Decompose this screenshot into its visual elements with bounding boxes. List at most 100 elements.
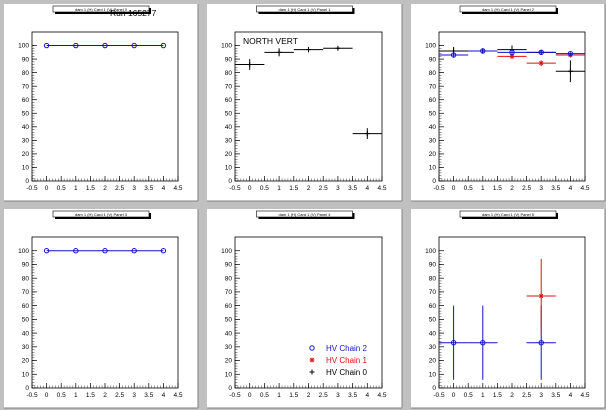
series-2 xyxy=(439,48,585,58)
y-tick-label: 30 xyxy=(429,138,437,145)
y-tick-label: 100 xyxy=(221,248,232,255)
y-tick-label: 0 xyxy=(228,178,232,185)
y-tick-label: 30 xyxy=(429,344,437,351)
x-tick-label: -0.5 xyxy=(229,185,241,192)
y-tick-label: 80 xyxy=(22,275,30,282)
x-tick-label: 4.5 xyxy=(173,185,182,192)
x-tick-label: 4 xyxy=(569,392,573,399)
x-tick-label: 0.5 xyxy=(464,185,473,192)
data-point-circle xyxy=(450,52,457,58)
x-tick-label: 1 xyxy=(481,185,485,192)
data-point-circle xyxy=(43,248,50,254)
x-tick-label: 4.5 xyxy=(377,392,386,399)
x-tick-label: -0.5 xyxy=(26,185,38,192)
x-tick-label: 4.5 xyxy=(580,185,589,192)
y-tick-label: 100 xyxy=(221,43,232,50)
y-tick-label: 100 xyxy=(425,43,436,50)
x-tick-label: 3.5 xyxy=(551,185,560,192)
data-point-circle xyxy=(309,345,315,351)
x-tick-label: 2.5 xyxy=(522,185,531,192)
y-tick-label: 50 xyxy=(225,110,233,117)
y-tick-label: 90 xyxy=(429,262,437,269)
y-tick-label: 30 xyxy=(22,344,30,351)
y-tick-label: 50 xyxy=(429,110,437,117)
data-point-star xyxy=(538,293,544,299)
chart-pad-2: dam 1 (H) Card 1 (V) Panel 2-0.5 0 0.5 1 1.5… xyxy=(411,4,606,202)
series-1 xyxy=(497,52,585,66)
x-tick-label: 3 xyxy=(336,392,340,399)
y-tick-label: 80 xyxy=(225,70,233,77)
data-point-cross xyxy=(306,47,311,53)
series-1 xyxy=(526,258,556,334)
chart-pad-4: dam 1 (H) Card 1 (V) Panel 4-0.5 0 0.5 1 1.5… xyxy=(207,209,403,409)
y-tick-label: 70 xyxy=(22,83,30,90)
x-tick-label: 1 xyxy=(481,392,485,399)
y-tick-label: 90 xyxy=(22,56,30,63)
y-tick-label: 80 xyxy=(22,70,30,77)
chart-title: dam 1 (H) Card 1 (V) Panel 4 xyxy=(278,212,331,217)
x-tick-label: 2 xyxy=(103,185,107,192)
y-tick-label: 80 xyxy=(429,275,437,282)
x-tick-label: 4 xyxy=(365,392,369,399)
x-tick-label: 1.5 xyxy=(493,392,502,399)
series-0 xyxy=(43,248,167,254)
y-tick-label: 20 xyxy=(429,151,437,158)
x-tick-label: 2.5 xyxy=(319,392,328,399)
data-point-cross xyxy=(567,68,573,74)
x-tick-label: -0.5 xyxy=(229,392,241,399)
data-point-circle xyxy=(73,42,79,49)
y-tick-label: 30 xyxy=(225,138,233,145)
y-tick-label: 60 xyxy=(22,97,30,104)
data-point-circle xyxy=(450,340,457,346)
x-tick-label: 1.5 xyxy=(86,185,95,192)
legend-label: HV Chain 1 xyxy=(326,356,367,365)
y-tick-label: 30 xyxy=(22,138,30,145)
y-tick-label: 50 xyxy=(225,317,233,324)
x-tick-label: 4 xyxy=(365,185,369,192)
chart-title: dam 1 (H) Card 1 (V) Panel 1 xyxy=(278,7,331,12)
pad-background xyxy=(4,4,198,201)
pad-background xyxy=(411,209,605,408)
x-tick-label: 1 xyxy=(277,185,281,192)
y-tick-label: 10 xyxy=(22,165,30,172)
x-tick-label: -0.5 xyxy=(26,392,38,399)
y-tick-label: 20 xyxy=(22,151,30,158)
y-tick-label: 100 xyxy=(18,43,29,50)
y-tick-label: 60 xyxy=(429,303,437,310)
data-point-circle xyxy=(131,248,137,254)
y-tick-label: 70 xyxy=(429,83,437,90)
x-tick-label: 4.5 xyxy=(377,185,386,192)
x-tick-label: 1.5 xyxy=(289,185,298,192)
y-tick-label: 10 xyxy=(225,165,233,172)
y-tick-label: 40 xyxy=(429,330,437,337)
data-point-circle xyxy=(160,42,167,49)
data-point-circle xyxy=(480,48,486,54)
title-box xyxy=(52,210,150,218)
x-tick-label: 1 xyxy=(74,392,78,399)
y-tick-label: 90 xyxy=(22,262,30,269)
x-tick-label: 3 xyxy=(539,392,543,399)
data-point-circle xyxy=(538,49,544,56)
y-tick-label: 60 xyxy=(225,303,233,310)
x-tick-label: 3 xyxy=(539,185,543,192)
x-tick-label: 0 xyxy=(452,392,456,399)
data-point-circle xyxy=(509,49,515,56)
x-tick-label: 4 xyxy=(162,392,166,399)
y-tick-label: 80 xyxy=(225,275,233,282)
chart-title: dam 1 (H) Card 1 (V) Panel 0 xyxy=(75,7,128,12)
star-stroke xyxy=(309,357,315,363)
legend-label: HV Chain 2 xyxy=(326,344,367,353)
star-stroke xyxy=(539,61,544,66)
y-tick-label: 50 xyxy=(22,110,30,117)
y-tick-label: 60 xyxy=(22,303,30,310)
x-tick-label: 0 xyxy=(248,185,252,192)
data-point-circle xyxy=(102,42,108,49)
x-tick-label: 2.5 xyxy=(319,185,328,192)
x-tick-label: -0.5 xyxy=(433,185,445,192)
x-tick-label: 3 xyxy=(132,392,136,399)
x-tick-label: 0.5 xyxy=(260,392,269,399)
y-tick-label: 0 xyxy=(432,178,436,185)
x-tick-label: 3 xyxy=(336,185,340,192)
y-tick-label: 10 xyxy=(22,371,30,378)
x-tick-label: 2 xyxy=(307,392,311,399)
